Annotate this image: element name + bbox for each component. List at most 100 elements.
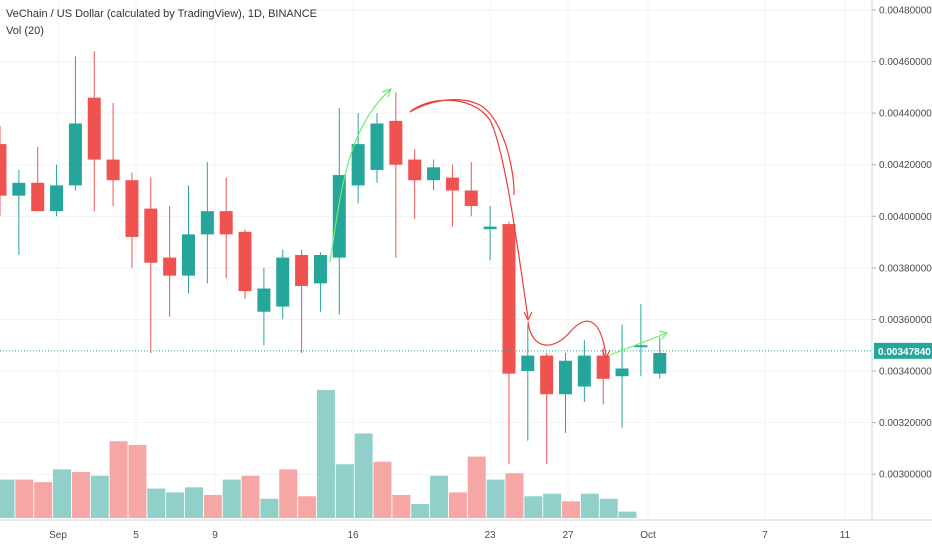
time-tick-label: 5 <box>133 530 139 541</box>
red-arrow-drop-curve <box>409 99 529 319</box>
time-tick-label: Sep <box>49 530 67 541</box>
candle-body <box>257 288 271 312</box>
candle-body <box>12 182 26 196</box>
current-price-label: 0.00347840 <box>878 347 931 358</box>
candle-body <box>464 190 478 206</box>
volume-bar <box>599 498 618 518</box>
current-price-tag: 0.00347840 <box>874 342 932 359</box>
time-tick-label: Oct <box>640 530 656 541</box>
candle-body <box>68 123 82 186</box>
volume-bar <box>15 479 34 518</box>
volume-bar <box>430 475 449 518</box>
candle-body <box>238 231 252 292</box>
volume-bar <box>279 469 298 518</box>
candle-body <box>144 208 158 263</box>
price-tick-label: 0.00380000 <box>879 263 932 274</box>
indicator-title[interactable]: Vol (20) <box>6 25 44 37</box>
time-tick-label: 7 <box>762 530 768 541</box>
volume-bar <box>53 469 72 518</box>
volume-bar <box>411 503 430 518</box>
candle-body <box>31 182 45 212</box>
volume-bar <box>241 475 260 518</box>
time-tick-label: 9 <box>212 530 218 541</box>
price-tick-label: 0.00480000 <box>879 6 932 17</box>
volume-bars <box>0 390 637 518</box>
candle-body <box>634 345 648 348</box>
volume-bar <box>109 441 128 518</box>
candle-body <box>370 123 384 170</box>
candle-body <box>483 226 497 230</box>
volume-bar <box>34 482 53 518</box>
price-axis[interactable]: 0.00480000 0.00460000 0.00440000 0.00420000… <box>872 6 932 481</box>
candle-body <box>295 255 309 286</box>
red-arrow-top-curve <box>409 99 515 196</box>
price-tick-label: 0.00460000 <box>879 57 932 68</box>
price-tick-label: 0.00340000 <box>879 367 932 378</box>
candle-body <box>427 167 441 181</box>
volume-bar <box>0 479 15 518</box>
volume-bar <box>316 390 335 518</box>
candle-body <box>521 355 535 372</box>
candle-body <box>0 144 7 196</box>
volume-bar <box>524 496 543 518</box>
volume-bar <box>222 479 241 518</box>
volume-bar <box>128 445 147 518</box>
candle-body <box>106 159 120 181</box>
volume-bar <box>354 433 373 518</box>
volume-bar <box>185 487 203 518</box>
time-tick-label: 23 <box>484 530 496 541</box>
volume-bar <box>147 488 166 518</box>
candle-body <box>502 224 516 374</box>
candle-body <box>87 97 101 160</box>
candle-body <box>540 355 554 395</box>
volume-bar <box>486 479 505 518</box>
candle-body <box>559 360 572 395</box>
current-price-tag-bg <box>874 342 932 359</box>
candle-body <box>276 257 290 307</box>
candle-body <box>615 368 629 377</box>
volume-bar <box>505 473 524 518</box>
time-tick-label: 27 <box>562 530 574 541</box>
volume-bar <box>335 464 354 518</box>
candle-body <box>125 180 139 237</box>
green-arrow-up-left-head <box>381 88 393 98</box>
volume-bar <box>618 511 637 518</box>
chart-legend: VeChain / US Dollar (calculated by Tradi… <box>6 6 317 40</box>
candle-body <box>445 177 459 191</box>
candle-body <box>351 144 365 186</box>
candle-body <box>219 211 233 235</box>
candle-body <box>163 257 177 276</box>
candle-body <box>182 234 195 276</box>
volume-bar <box>90 475 109 518</box>
volume-bar <box>543 493 562 518</box>
candle-body <box>200 211 214 235</box>
time-tick-label: 11 <box>840 530 851 541</box>
volume-bar <box>203 494 222 518</box>
price-tick-label: 0.00360000 <box>879 315 932 326</box>
volume-bar <box>166 492 185 518</box>
red-arrow-drop-head <box>523 311 533 322</box>
candle-body <box>408 159 422 181</box>
time-axis[interactable]: Sep 5 9 16 23 27 Oct 7 11 <box>49 530 851 541</box>
price-tick-label: 0.00320000 <box>879 418 932 429</box>
time-tick-label: 16 <box>347 530 359 541</box>
green-arrow-right-line <box>609 332 668 356</box>
symbol-title[interactable]: VeChain / US Dollar (calculated by Tradi… <box>6 8 317 20</box>
volume-bar <box>373 461 392 518</box>
red-arrow-bump-curve <box>527 320 607 356</box>
volume-bar <box>562 501 580 518</box>
price-tick-label: 0.00300000 <box>879 470 932 481</box>
red-arrow-bump-head <box>601 349 611 360</box>
price-tick-label: 0.00440000 <box>879 109 932 120</box>
volume-bar <box>580 493 599 518</box>
volume-bar <box>71 471 90 518</box>
volume-bar <box>448 492 467 518</box>
green-arrow-up-left <box>329 89 391 263</box>
drawing-annotations <box>329 88 669 360</box>
price-tick-label: 0.00400000 <box>879 212 932 223</box>
candles <box>0 51 667 464</box>
volume-bar <box>260 498 279 518</box>
candle-body <box>313 255 327 284</box>
